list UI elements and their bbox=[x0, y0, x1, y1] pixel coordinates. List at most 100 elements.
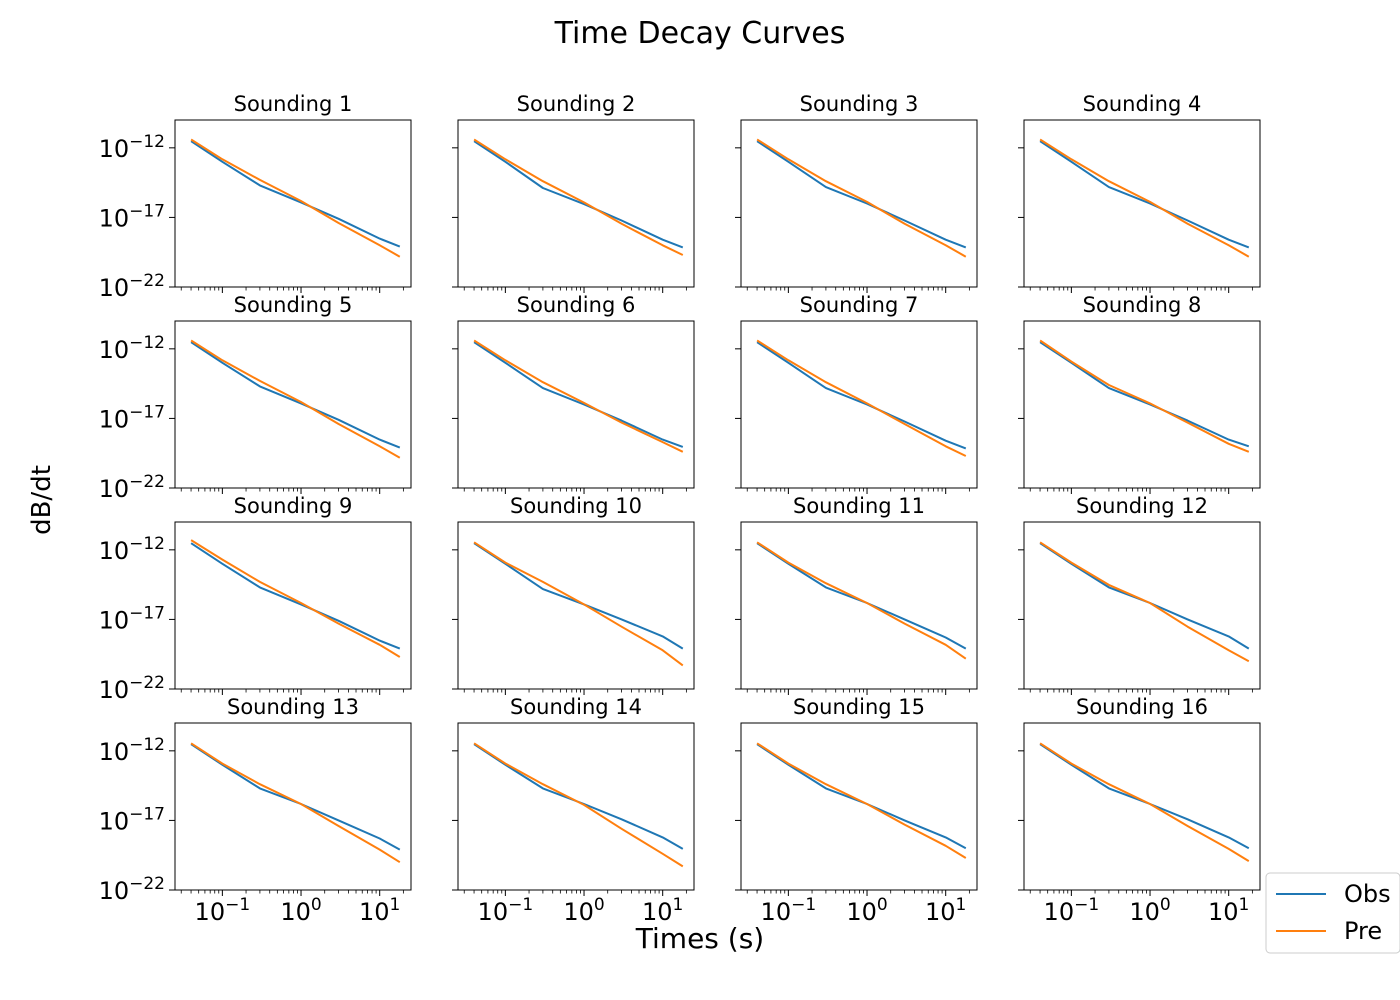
subplot-title-8: Sounding 8 bbox=[1083, 293, 1202, 317]
y-tick-label: 10−22 bbox=[99, 673, 165, 704]
subplot-6: Sounding 6 bbox=[452, 293, 695, 494]
subplot-title-4: Sounding 4 bbox=[1083, 92, 1202, 116]
series-line-obs bbox=[190, 542, 401, 650]
x-tick-label: 100 bbox=[280, 895, 321, 926]
subplot-grid: Sounding 1 10−12 10−17 10−22 Sounding 2 Sound… bbox=[99, 92, 1261, 926]
series-line-pre bbox=[190, 539, 401, 658]
subplot-title-9: Sounding 9 bbox=[234, 494, 353, 518]
subplot-4: Sounding 4 bbox=[1018, 92, 1261, 293]
series-line-obs bbox=[190, 140, 401, 248]
series-line-pre bbox=[1039, 541, 1250, 663]
legend-label-obs: Obs bbox=[1344, 880, 1391, 908]
figure-title: Time Decay Curves bbox=[554, 16, 846, 51]
series-line-pre bbox=[190, 138, 401, 258]
subplot-title-10: Sounding 10 bbox=[510, 494, 642, 518]
subplot-frame bbox=[174, 521, 412, 690]
subplot-title-5: Sounding 5 bbox=[234, 293, 353, 317]
series-line-obs bbox=[473, 140, 684, 249]
series-line-obs bbox=[190, 341, 401, 449]
subplot-10: Sounding 10 bbox=[452, 494, 695, 695]
subplot-title-11: Sounding 11 bbox=[793, 494, 925, 518]
subplot-title-2: Sounding 2 bbox=[517, 92, 636, 116]
subplot-frame bbox=[1023, 521, 1261, 690]
series-line-pre bbox=[756, 541, 967, 660]
series-line-obs bbox=[1039, 341, 1250, 448]
y-tick-label: 10−12 bbox=[99, 333, 165, 364]
subplot-frame bbox=[1023, 119, 1261, 288]
subplot-title-6: Sounding 6 bbox=[517, 293, 636, 317]
subplot-15: Sounding 15 10−1 100 101 bbox=[735, 695, 978, 926]
subplot-title-15: Sounding 15 bbox=[793, 695, 925, 719]
subplot-frame bbox=[174, 119, 412, 288]
x-tick-label: 100 bbox=[846, 895, 887, 926]
subplot-9: Sounding 9 10−12 10−17 10−22 bbox=[99, 494, 412, 704]
y-tick-label: 10−12 bbox=[99, 534, 165, 565]
legend: Obs Pre bbox=[1265, 872, 1400, 954]
series-line-obs bbox=[1039, 743, 1250, 850]
subplot-title-1: Sounding 1 bbox=[234, 92, 353, 116]
series-line-pre bbox=[473, 541, 684, 667]
series-line-obs bbox=[473, 341, 684, 448]
subplot-title-3: Sounding 3 bbox=[800, 92, 919, 116]
y-tick-label: 10−22 bbox=[99, 874, 165, 905]
subplot-frame bbox=[457, 521, 695, 690]
subplot-5: Sounding 5 10−12 10−17 10−22 bbox=[99, 293, 412, 503]
y-tick-label: 10−12 bbox=[99, 132, 165, 163]
subplot-14: Sounding 14 10−1 100 101 bbox=[452, 695, 695, 926]
series-line-pre bbox=[473, 138, 684, 256]
subplot-title-14: Sounding 14 bbox=[510, 695, 642, 719]
series-line-pre bbox=[1039, 138, 1250, 258]
subplot-2: Sounding 2 bbox=[452, 92, 695, 293]
series-line-pre bbox=[473, 339, 684, 453]
subplot-frame bbox=[740, 521, 978, 690]
subplot-frame bbox=[457, 320, 695, 489]
y-tick-label: 10−22 bbox=[99, 271, 165, 302]
subplot-13: Sounding 13 10−1 100 101 10−12 10−17 10−22 bbox=[99, 695, 412, 926]
y-tick-label: 10−22 bbox=[99, 472, 165, 503]
subplot-title-7: Sounding 7 bbox=[800, 293, 919, 317]
series-line-obs bbox=[756, 743, 967, 850]
series-line-obs bbox=[756, 542, 967, 650]
subplot-frame bbox=[457, 119, 695, 288]
x-tick-label: 100 bbox=[1129, 895, 1170, 926]
series-line-obs bbox=[756, 341, 967, 450]
subplot-frame bbox=[740, 119, 978, 288]
subplot-title-13: Sounding 13 bbox=[227, 695, 359, 719]
series-line-pre bbox=[756, 138, 967, 258]
subplot-frame bbox=[740, 722, 978, 891]
x-tick-label: 101 bbox=[642, 895, 683, 926]
series-line-obs bbox=[473, 542, 684, 650]
y-tick-label: 10−17 bbox=[99, 201, 165, 232]
y-tick-label: 10−17 bbox=[99, 603, 165, 634]
y-axis-label: dB/dt bbox=[27, 465, 57, 535]
series-line-obs bbox=[1039, 542, 1250, 650]
subplot-frame bbox=[1023, 320, 1261, 489]
series-line-pre bbox=[1039, 742, 1250, 862]
y-tick-label: 10−12 bbox=[99, 735, 165, 766]
subplot-frame bbox=[457, 722, 695, 891]
series-line-pre bbox=[190, 339, 401, 459]
x-tick-label: 10−1 bbox=[761, 895, 817, 926]
subplot-title-12: Sounding 12 bbox=[1076, 494, 1208, 518]
subplot-3: Sounding 3 bbox=[735, 92, 978, 293]
x-tick-label: 100 bbox=[563, 895, 604, 926]
subplot-frame bbox=[174, 722, 412, 891]
series-line-pre bbox=[756, 742, 967, 859]
x-tick-label: 101 bbox=[925, 895, 966, 926]
subplot-title-16: Sounding 16 bbox=[1076, 695, 1208, 719]
series-line-pre bbox=[756, 339, 967, 457]
subplot-frame bbox=[740, 320, 978, 489]
x-axis-label: Times (s) bbox=[635, 922, 764, 955]
series-line-pre bbox=[190, 742, 401, 864]
series-line-obs bbox=[473, 743, 684, 850]
x-tick-label: 10−1 bbox=[1044, 895, 1100, 926]
subplot-12: Sounding 12 bbox=[1018, 494, 1261, 695]
y-tick-label: 10−17 bbox=[99, 804, 165, 835]
series-line-obs bbox=[1039, 140, 1250, 249]
legend-label-pre: Pre bbox=[1344, 917, 1382, 945]
x-tick-label: 101 bbox=[359, 895, 400, 926]
subplot-7: Sounding 7 bbox=[735, 293, 978, 494]
subplot-11: Sounding 11 bbox=[735, 494, 978, 695]
series-line-obs bbox=[190, 743, 401, 851]
